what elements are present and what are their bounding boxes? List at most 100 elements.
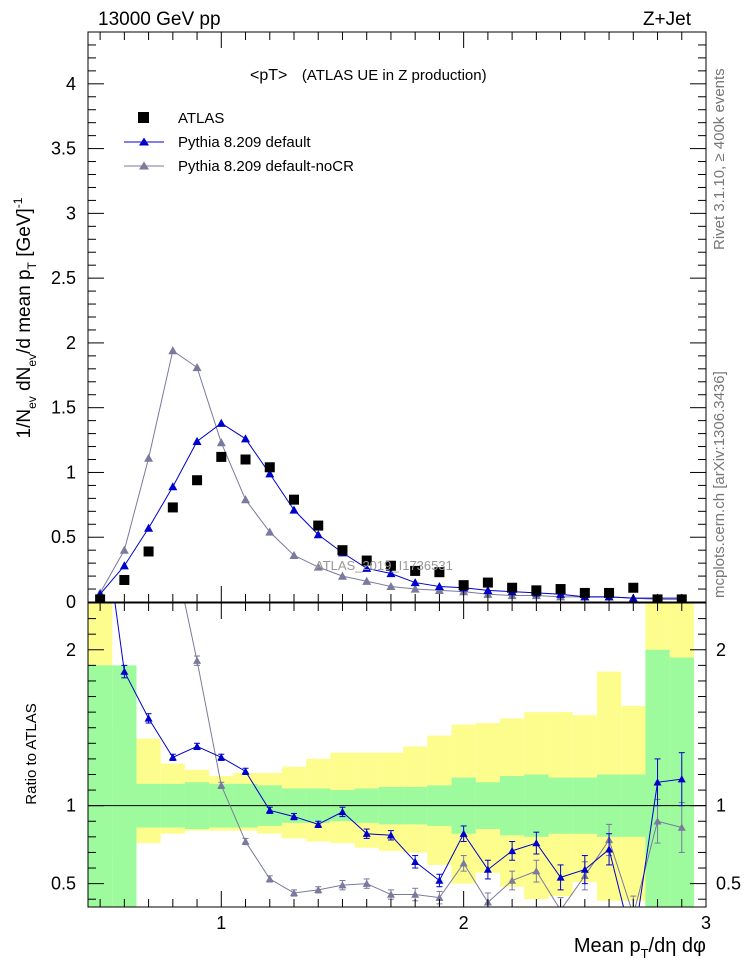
nocr-ratio-point: [411, 890, 420, 898]
legend: ATLAS Pythia 8.209 default Pythia 8.209 …: [124, 110, 354, 175]
watermark: ATLAS_2019_I1736531: [315, 558, 453, 573]
default-point: [410, 578, 420, 587]
default-ratio-point: [435, 876, 444, 884]
atlas-point: [361, 555, 372, 566]
default-ratio-point: [362, 829, 371, 837]
ratio-ytick-label-right: 2: [716, 640, 726, 660]
nocr-ratio-point: [532, 867, 541, 875]
nocr-point: [168, 346, 178, 355]
main-ylabel-c: /d mean p: [14, 269, 35, 354]
nocr-point: [216, 438, 226, 447]
nocr-point: [119, 545, 129, 554]
default-ratio-point: [290, 812, 298, 820]
ratio-ytick-label-left: 2: [66, 640, 76, 660]
atlas-point: [289, 494, 299, 505]
main-panel: 0 0.5 1 1.5 2 2.5 3 3.5 4 ATLAS_2019_I1736531 <p…: [11, 31, 707, 612]
nocr-ratio-point: [338, 881, 347, 889]
main-ylabel-a: 1/N: [14, 409, 35, 439]
default-ratio-point: [653, 778, 662, 786]
ratio-xtick-label: 3: [701, 913, 711, 933]
main-ytick-label: 4: [66, 74, 76, 94]
main-ylabel-c-sub: T: [25, 261, 39, 269]
header-left: 13000 GeV pp: [98, 9, 221, 30]
ratio-panel: 0.5 0.5 1 1 2 2 1 2 3 Ratio to ATLAS Mean pT/dη …: [23, 412, 741, 961]
default-point: [289, 505, 299, 514]
ratio-xlabel-a-sub: T: [641, 946, 649, 961]
nocr-ratio-point: [145, 513, 153, 520]
band-inner: [112, 665, 137, 907]
default-ratio-point: [580, 865, 589, 873]
nocr-ratio-point: [435, 893, 444, 901]
nocr-ratio-point: [653, 817, 662, 825]
legend-label-nocr: Pythia 8.209 default-noCR: [178, 158, 354, 175]
default-ratio-point: [532, 839, 541, 847]
default-ratio-point: [241, 767, 250, 775]
default-point: [192, 436, 202, 445]
chart-subtitle: (ATLAS UE in Z production): [302, 67, 487, 84]
default-ratio-point: [556, 873, 565, 881]
nocr-ratio-point: [96, 412, 104, 419]
ratio-xlabel-b: /dη dφ: [649, 935, 706, 957]
main-ytick-label: 0: [66, 592, 76, 612]
default-point: [313, 530, 323, 539]
main-ytick-label: 1.5: [51, 398, 76, 418]
nocr-ratio-point: [265, 874, 274, 883]
nocr-point: [241, 495, 251, 504]
default-point: [168, 482, 178, 491]
band-inner: [88, 665, 113, 907]
ratio-axes: 0.5 0.5 1 1 2 2 1 2 3: [51, 603, 741, 933]
main-ylabel-b-sub: ev: [25, 354, 39, 367]
nocr-ratio-point: [290, 888, 298, 897]
default-ratio-point: [483, 865, 492, 873]
main-ylabel-d: [GeV]: [14, 208, 35, 262]
default-ratio-point: [96, 490, 104, 497]
atlas-point: [119, 574, 130, 585]
atlas-point: [482, 577, 493, 588]
ratio-ylabel: Ratio to ATLAS: [23, 703, 40, 804]
header-right: Z+Jet: [643, 9, 692, 30]
atlas-point: [458, 580, 469, 591]
atlas-point: [240, 454, 251, 465]
default-ratio-point: [677, 775, 686, 783]
default-ratio-point: [217, 753, 226, 761]
default-ratio-point: [605, 845, 614, 853]
ratio-frame: [87, 602, 707, 908]
atlas-point: [216, 451, 227, 462]
default-point: [216, 418, 226, 427]
nocr-point: [265, 527, 275, 536]
default-ratio-point: [411, 857, 420, 865]
default-ratio-point: [314, 820, 323, 828]
atlas-point: [313, 520, 324, 531]
main-ytick-label: 2: [66, 333, 76, 353]
atlas-point: [337, 545, 348, 556]
default-ratio-point: [265, 806, 274, 814]
default-point: [362, 563, 372, 572]
default-ratio-point: [508, 846, 517, 855]
nocr-ratio-point: [459, 859, 468, 867]
nocr-point: [337, 571, 347, 580]
main-ytick-label: 0.5: [51, 527, 76, 547]
legend-label-default: Pythia 8.209 default: [178, 134, 311, 151]
atlas-point: [167, 502, 178, 513]
nocr-ratio-point: [677, 823, 686, 831]
nocr-ratio-point: [386, 890, 395, 898]
nocr-ratio-point: [362, 879, 371, 887]
nocr-point: [289, 550, 299, 559]
atlas-point: [628, 582, 639, 593]
default-ratio-point: [120, 667, 129, 675]
default-ratio-point: [168, 753, 177, 761]
main-ylabel-b: dN: [14, 367, 35, 397]
nocr-ratio-point: [629, 911, 637, 918]
nocr-point: [144, 453, 154, 462]
default-ratio-point: [459, 829, 468, 837]
legend-marker-atlas: [138, 112, 149, 123]
rivet-label: Rivet 3.1.10, ≥ 400k events: [711, 68, 728, 250]
atlas-point: [410, 565, 421, 576]
default-ratio-point: [386, 831, 395, 839]
default-point: [144, 523, 154, 532]
main-ytick-label: 1: [66, 462, 76, 482]
default-point: [434, 581, 444, 591]
default-ratio-point: [338, 807, 347, 816]
main-ylabel-d-sup: -1: [11, 197, 25, 208]
default-ratio-point: [144, 714, 153, 722]
